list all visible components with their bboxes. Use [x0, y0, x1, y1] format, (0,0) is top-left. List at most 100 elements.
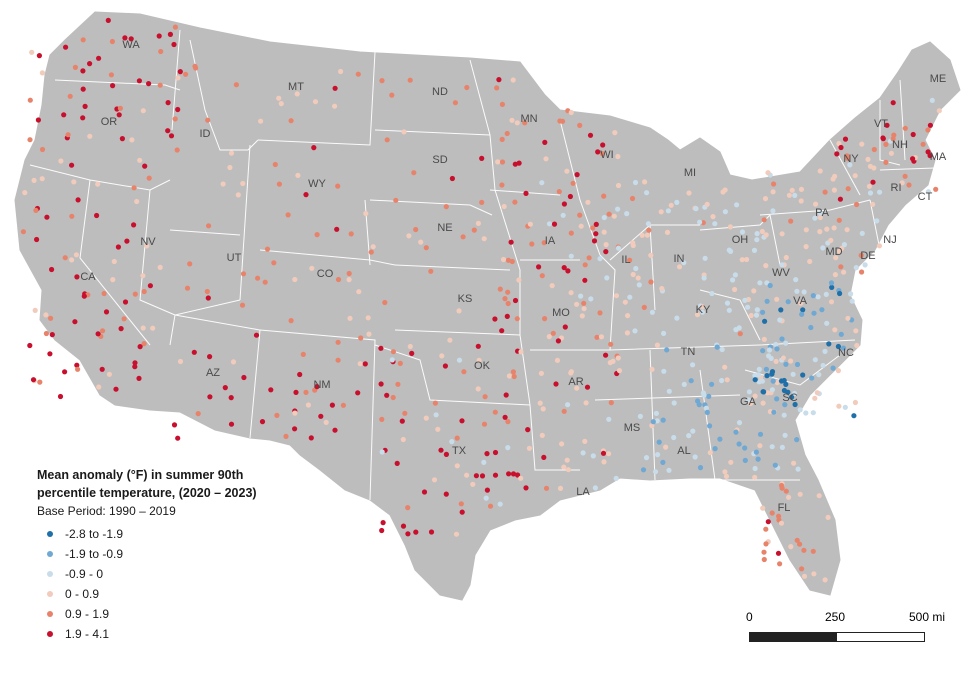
station-dot: [346, 270, 352, 277]
station-dot: [663, 444, 669, 450]
station-dot: [779, 444, 786, 450]
station-dot: [128, 36, 134, 42]
station-dot: [314, 384, 320, 390]
station-dot: [511, 373, 517, 380]
station-dot: [71, 179, 77, 185]
station-dot: [278, 101, 284, 107]
station-dot: [936, 108, 942, 114]
state-label-ks: KS: [458, 293, 473, 305]
station-dot: [648, 279, 654, 285]
legend-item: 1.9 - 4.1: [37, 624, 337, 644]
state-label-in: IN: [674, 253, 685, 265]
station-dot: [537, 400, 543, 406]
station-dot: [666, 388, 672, 394]
station-dot: [192, 63, 198, 69]
station-dot: [295, 172, 301, 178]
state-label-la: LA: [576, 486, 590, 498]
station-dot: [348, 231, 354, 237]
station-dot: [794, 537, 800, 543]
station-dot: [760, 309, 766, 315]
station-dot: [564, 168, 570, 174]
station-dot: [853, 328, 859, 334]
station-dot: [927, 153, 933, 159]
station-dot: [765, 170, 771, 176]
station-dot: [407, 343, 413, 350]
station-dot: [737, 331, 743, 337]
legend-item: 0.9 - 1.9: [37, 604, 337, 624]
station-dot: [413, 226, 419, 233]
station-dot: [335, 276, 342, 283]
station-dot: [766, 353, 772, 359]
state-label-mo: MO: [552, 307, 570, 319]
station-dot: [644, 232, 651, 238]
station-dot: [119, 136, 125, 142]
station-dot: [674, 199, 680, 205]
station-dot: [175, 106, 181, 113]
station-dot: [69, 162, 75, 168]
station-dot: [834, 151, 840, 157]
station-dot: [785, 389, 791, 395]
station-dot: [74, 362, 80, 368]
station-dot: [384, 392, 390, 398]
scale-label-500: 500 mi: [909, 610, 946, 624]
station-dot: [379, 78, 385, 84]
station-dot: [459, 509, 465, 515]
station-dot: [660, 417, 666, 423]
station-dot: [400, 523, 407, 529]
station-dot: [701, 275, 707, 281]
station-dot: [378, 345, 384, 351]
station-dot: [615, 206, 621, 212]
station-dot: [512, 199, 518, 205]
station-dot: [365, 315, 371, 321]
station-dot: [379, 449, 385, 455]
station-dot: [774, 396, 780, 402]
station-dot: [49, 266, 55, 273]
station-dot: [204, 288, 210, 295]
station-dot: [793, 277, 799, 283]
station-dot: [842, 404, 848, 410]
station-dot: [835, 343, 842, 350]
station-dot: [494, 85, 500, 91]
station-dot: [752, 474, 758, 480]
station-dot: [585, 199, 591, 205]
station-dot: [752, 377, 758, 383]
station-dot: [739, 257, 745, 263]
station-dot: [142, 163, 148, 169]
station-dot: [506, 373, 512, 379]
station-dot: [560, 212, 566, 218]
station-dot: [443, 204, 449, 210]
state-label-sc: SC: [782, 392, 797, 404]
station-dot: [710, 214, 716, 220]
station-dot: [62, 369, 68, 375]
station-dot: [103, 309, 110, 315]
station-dot: [610, 358, 616, 364]
station-dot: [582, 438, 588, 444]
state-label-ri: RI: [891, 182, 902, 194]
station-dot: [664, 347, 670, 353]
station-dot: [606, 451, 612, 457]
station-dot: [318, 413, 324, 419]
station-dot: [305, 402, 311, 408]
station-dot: [831, 187, 838, 193]
station-dot: [515, 472, 521, 478]
station-dot: [664, 229, 671, 235]
station-dot: [171, 41, 177, 48]
station-dot: [481, 421, 488, 427]
station-dot: [601, 193, 607, 199]
station-dot: [640, 467, 647, 473]
station-dot: [668, 202, 674, 208]
station-dot: [137, 344, 143, 350]
station-dot: [175, 75, 181, 81]
station-dot: [811, 310, 817, 316]
station-dot: [792, 192, 798, 198]
station-dot: [636, 282, 642, 288]
scale-label-0: 0: [746, 610, 753, 624]
station-dot: [487, 503, 494, 509]
station-dot: [646, 227, 652, 233]
station-dot: [616, 368, 623, 374]
station-dot: [413, 529, 419, 535]
scale-label-250: 250: [825, 610, 846, 624]
station-dot: [752, 393, 758, 399]
station-dot: [581, 300, 587, 306]
station-dot: [704, 409, 710, 415]
